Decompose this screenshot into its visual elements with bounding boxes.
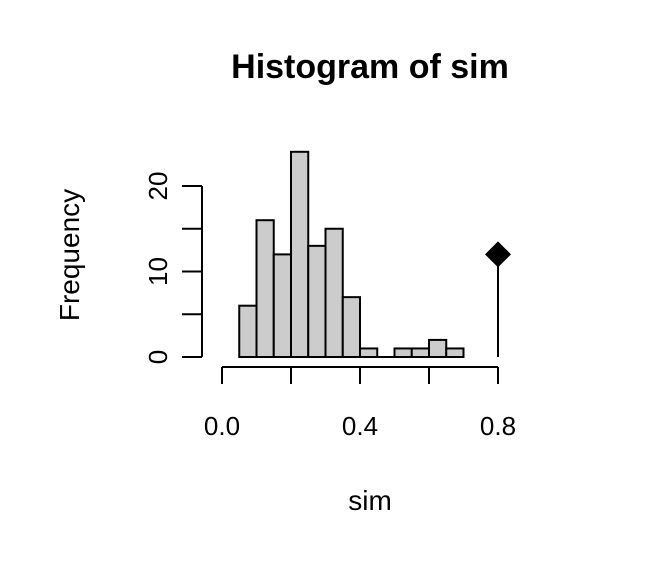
histogram-bar-10	[410, 347, 430, 359]
histogram-bar-12	[445, 347, 465, 359]
y-tick-label: 10	[143, 257, 173, 286]
chart-title: Histogram of sim	[231, 48, 509, 86]
y-tick-label: 20	[143, 172, 173, 201]
x-tick-label: 0.0	[204, 411, 240, 441]
marker-diamond	[485, 241, 511, 268]
histogram-bar-4	[307, 244, 327, 359]
x-tick-label: 0.4	[342, 411, 378, 441]
histogram-bar-2	[272, 253, 292, 358]
observed-value-marker	[485, 241, 511, 357]
histogram-bar-0	[238, 304, 258, 359]
histogram-bar-6	[341, 296, 361, 358]
bars-group	[238, 150, 465, 359]
histogram-bar-3	[290, 150, 310, 358]
y-axis-ticks: 0 10 20	[143, 172, 202, 364]
x-axis-ticks: 0.0 0.4 0.8	[204, 367, 516, 441]
histogram-bar-1	[255, 219, 275, 358]
histogram-bar-9	[393, 347, 413, 359]
x-axis-label: sim	[348, 485, 392, 516]
histogram-bar-5	[324, 227, 344, 358]
y-tick-label: 0	[143, 350, 173, 364]
histogram-bar-11	[428, 338, 448, 358]
histogram-bar-7	[359, 347, 379, 359]
y-axis-label: Frequency	[54, 189, 85, 321]
x-tick-label: 0.8	[480, 411, 516, 441]
